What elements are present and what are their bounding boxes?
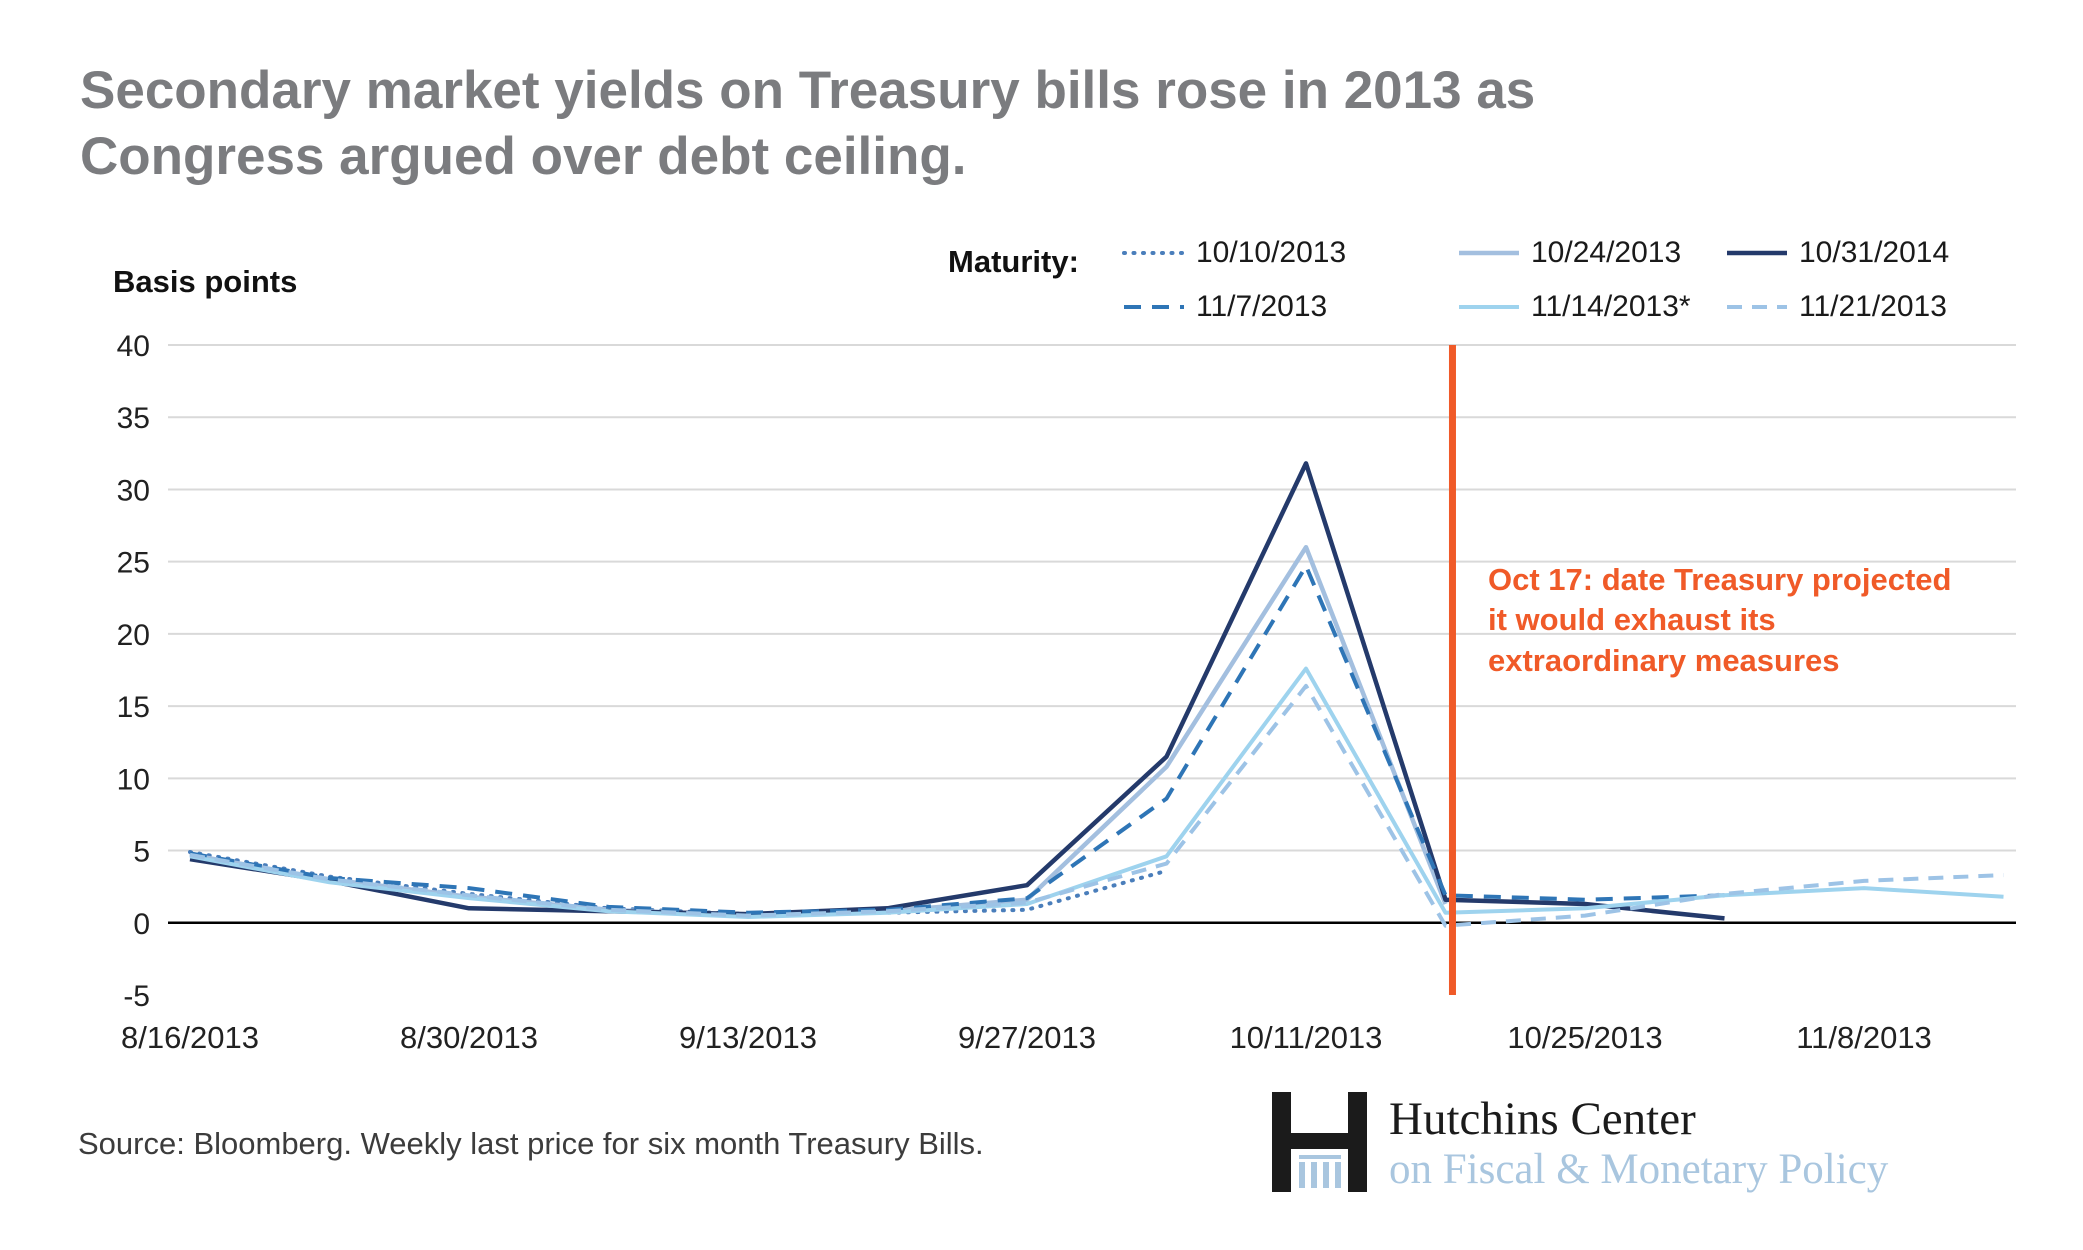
y-tick-label: 25 — [117, 547, 150, 580]
legend-item: 11/7/2013 — [1122, 290, 1457, 324]
legend-item-label: 11/14/2013* — [1531, 290, 1691, 323]
legend-item: 10/24/2013 — [1457, 236, 1725, 270]
source-note: Source: Bloomberg. Weekly last price for… — [78, 1126, 984, 1161]
legend: 10/10/2013 10/24/2013 10/31/2014 11/7/2013 1… — [1122, 236, 1949, 324]
x-tick-label: 8/30/2013 — [400, 1020, 538, 1055]
x-tick-label: 8/16/2013 — [121, 1020, 259, 1055]
series-line-11-7-2013 — [189, 564, 1725, 915]
event-annotation: Oct 17: date Treasury projected it would… — [1488, 562, 1952, 678]
y-tick-label: -5 — [123, 980, 150, 1013]
series-line-11-14-2013- — [189, 666, 2004, 919]
y-tick-label: 40 — [117, 330, 150, 363]
legend-line-sample-icon — [1124, 305, 1184, 309]
legend-item: 11/14/2013* — [1457, 290, 1725, 324]
series-line-10-31-2014 — [189, 461, 1725, 921]
hutchins-logo: Hutchins Center on Fiscal & Monetary Pol… — [1272, 1092, 1888, 1193]
logo-name: Hutchins Center — [1389, 1093, 1696, 1145]
legend-item-label: 10/24/2013 — [1531, 236, 1682, 269]
x-tick-label: 10/11/2013 — [1230, 1020, 1383, 1055]
legend-item-label: 10/10/2013 — [1196, 236, 1347, 269]
legend-line-sample-icon — [1122, 251, 1186, 255]
chart-title: Secondary market yields on Treasury bill… — [80, 61, 1536, 186]
legend-line-sample-icon — [1727, 305, 1787, 309]
y-tick-label: 0 — [133, 908, 150, 941]
legend-line-sample-icon — [1459, 250, 1519, 256]
legend-item: 10/31/2014 — [1725, 236, 1949, 270]
y-axis-title: Basis points — [113, 264, 298, 299]
logo-text: Hutchins Center on Fiscal & Monetary Pol… — [1389, 1092, 1888, 1193]
legend-item-label: 10/31/2014 — [1799, 236, 1950, 269]
x-tick-label: 9/27/2013 — [958, 1020, 1096, 1055]
y-tick-label: 10 — [117, 763, 150, 796]
legend-item-label: 11/7/2013 — [1196, 290, 1328, 323]
y-tick-label: 35 — [117, 402, 150, 435]
legend-line-sample-icon — [1459, 305, 1519, 309]
logo-subtitle: on Fiscal & Monetary Policy — [1389, 1146, 1889, 1194]
series-line-11-21-2013 — [189, 683, 2004, 928]
legend-line-sample-icon — [1727, 250, 1787, 256]
y-tick-label: 15 — [117, 691, 150, 724]
legend-item: 10/10/2013 — [1122, 236, 1457, 270]
x-tick-label: 10/25/2013 — [1507, 1020, 1662, 1055]
hutchins-h-icon — [1272, 1092, 1367, 1192]
x-tick-label: 9/13/2013 — [679, 1020, 817, 1055]
y-tick-label: 5 — [133, 836, 150, 869]
y-tick-label: 20 — [117, 619, 150, 652]
legend-item-label: 11/21/2013 — [1799, 290, 1947, 323]
x-tick-label: 11/8/2013 — [1796, 1020, 1932, 1055]
legend-item: 11/21/2013 — [1725, 290, 1949, 324]
y-tick-label: 30 — [117, 474, 150, 507]
legend-title: Maturity: — [948, 244, 1079, 279]
